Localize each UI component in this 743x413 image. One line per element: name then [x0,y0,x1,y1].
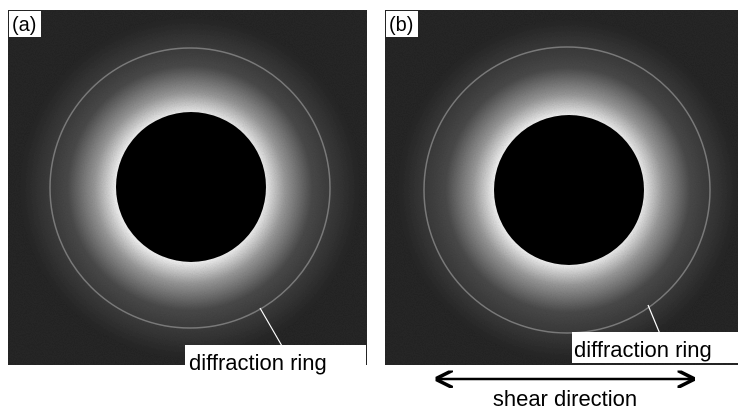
panel-a: (a) diffraction ring [8,10,367,376]
beam-stop [116,112,266,262]
label-box [386,11,418,37]
panel-label: (a) [12,14,36,36]
ring [49,47,331,329]
arrow-label: shear direction [493,386,637,411]
beam-stop [494,115,644,265]
annotation: diffraction ring [189,350,327,375]
annotation: diffraction ring [574,337,712,362]
ring [423,46,711,334]
annotation-box [185,345,366,376]
panel-label: (b) [389,14,413,36]
leader-line [259,307,283,347]
leader-line [647,304,661,335]
panel-b: (b) diffraction ring [385,10,738,365]
annotation-box [572,332,738,363]
label-box [9,11,41,37]
